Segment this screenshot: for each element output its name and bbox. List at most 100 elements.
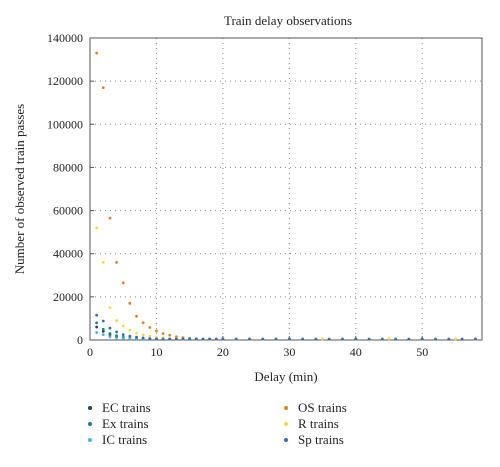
sp-trains-point [327,337,331,341]
sp-trains-point [128,334,132,338]
sp-trains-point [174,337,178,341]
os-trains-point [174,335,178,339]
ic-trains-point [121,337,125,340]
sp-trains-point [201,337,205,341]
sp-trains-point [473,337,477,341]
os-trains-point [155,329,158,333]
legend-label: Ex trains [102,416,149,431]
sp-trains-point [155,337,158,341]
ic-trains-point [101,333,105,337]
sp-trains-point [314,337,318,341]
os-trains-point [115,260,118,264]
sp-trains-point [234,337,238,341]
legend-marker-icon [284,422,288,426]
legend-label: IC trains [102,432,148,447]
tick-layer: 0 10 20 30 40 50 0 20000 40000 60000 80000 100000 12… [47,31,428,359]
y-tick-label: 60000 [53,204,83,218]
sp-trains-point [135,335,138,339]
legend-item-os-trains: OS trains [284,400,347,416]
legend-item-sp-trains: Sp trains [284,432,344,448]
legend-label: R trains [298,416,339,431]
sp-trains-point [101,319,105,323]
sp-trains-point [407,337,411,341]
chart-legend: EC trains Ex trains IC trains OS trains R tr… [88,400,488,460]
r-trains-point [95,226,99,230]
sp-trains-point [141,336,145,340]
r-trains-point [108,306,112,310]
os-trains-point [101,86,105,90]
ec-trains-point [95,325,99,329]
r-trains-point [454,337,457,341]
x-tick-label: 0 [87,345,93,359]
sp-trains-point [168,337,172,341]
sp-trains-point [115,330,118,334]
grid-layer [90,38,482,340]
os-trains-point [161,332,165,335]
y-tick-label: 100000 [47,117,83,131]
y-axis-title: Number of observed train passes [12,104,27,274]
os-trains-point [121,281,125,285]
sp-trains-point [108,326,112,330]
os-trains-point [108,216,112,220]
y-tick-label: 0 [77,333,83,347]
sp-trains-point [447,337,451,341]
plot-area-frame [89,37,483,341]
chart-title: Train delay observations [224,13,352,28]
sp-trains-point [287,337,291,341]
r-trains-point [101,260,105,264]
ex-trains-point [115,334,118,338]
sp-trains-point [274,337,278,341]
sp-trains-point [354,337,358,341]
sp-trains-point [434,337,437,341]
r-trains-point [141,333,145,337]
os-trains-point [128,301,132,305]
sp-trains-point [341,337,344,341]
x-tick-label: 50 [416,345,428,359]
legend-item-ic-trains: IC trains [88,432,147,448]
sp-trains-point [301,337,305,341]
y-tick-label: 40000 [53,247,83,261]
r-trains-point [321,337,324,341]
r-trains-point [135,331,138,335]
y-tick-label: 80000 [53,160,83,174]
r-trains-point [128,328,132,332]
legend-item-ex-trains: Ex trains [88,416,149,432]
ic-trains-point [108,335,112,339]
sp-trains-point [380,337,384,341]
x-tick-label: 20 [217,345,229,359]
sp-trains-point [367,337,371,341]
y-tick-label: 120000 [47,74,83,88]
legend-marker-icon [88,438,92,442]
sp-trains-point [394,337,398,341]
os-trains-point [95,51,99,55]
legend-label: OS trains [298,400,347,415]
ic-trains-point [115,336,118,340]
legend-label: EC trains [102,400,151,415]
sp-trains-point [148,337,152,340]
r-trains-point [148,334,152,338]
train-delay-chart: Train delay observations 0 10 20 30 40 50 0 200… [12,13,483,384]
os-trains-point [135,314,138,318]
legend-marker-icon [88,422,92,426]
ic-trains-point [95,331,99,334]
sp-trains-point [261,337,265,341]
os-trains-point [148,326,152,329]
y-tick-label: 20000 [53,290,83,304]
sp-trains-point [420,337,424,341]
legend-item-ec-trains: EC trains [88,400,151,416]
r-trains-point [115,319,118,322]
sp-trains-point [460,337,464,341]
sp-trains-point [214,337,218,341]
sp-trains-point [208,337,211,341]
r-trains-point [121,324,125,328]
os-trains-point [168,333,172,337]
legend-label: Sp trains [298,432,344,447]
x-tick-label: 30 [283,345,295,359]
sp-trains-point [248,337,251,341]
sp-trains-point [194,337,198,341]
sp-trains-point [181,337,185,341]
legend-marker-icon [88,406,92,410]
x-tick-label: 40 [350,345,362,359]
sp-trains-point [95,313,99,317]
sp-trains-point [121,333,125,337]
